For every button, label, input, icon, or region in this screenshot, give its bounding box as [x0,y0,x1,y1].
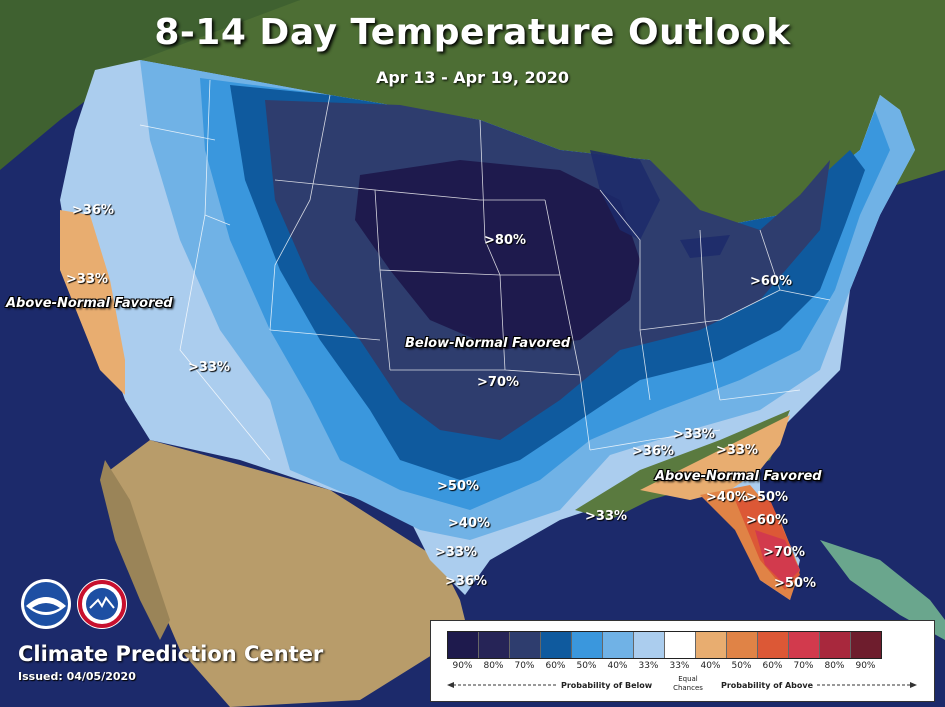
prob-label-west-33: >33% [66,272,109,287]
legend: 90% 80% 70% 60% 50% 40% 33% 33% 40% 50% … [430,620,935,702]
nws-logo-icon [76,578,128,630]
prob-label-fl-40: >40% [706,490,749,505]
prob-label-west-36: >36% [72,203,115,218]
legend-swatch [758,632,789,658]
legend-swatch [820,632,851,658]
mexico-land [110,440,470,707]
prob-label-gulf-33: >33% [585,509,628,524]
prob-label-s-36: >36% [445,574,488,589]
fl-70 [755,530,800,585]
legend-equal-caption: Equal Chances [673,675,703,692]
prob-label-s-40: >40% [448,516,491,531]
prob-label-fl-60: >60% [746,513,789,528]
legend-swatch [479,632,510,658]
legend-tick: 70% [793,661,814,671]
legend-tick: 80% [824,661,845,671]
legend-above-caption: Probability of Above [721,681,814,690]
legend-swatch [851,632,881,658]
great-lakes [590,150,730,258]
legend-tick: 40% [700,661,721,671]
legend-tick: 90% [855,661,876,671]
legend-tick: 90% [452,661,473,671]
prob-label-ne-60: >60% [750,274,793,289]
prob-label-sw-33: >33% [188,360,231,375]
legend-tick: 80% [483,661,504,671]
prob-label-mid-70: >70% [477,375,520,390]
legend-swatch [696,632,727,658]
legend-arrows [447,682,917,688]
legend-tick: 33% [638,661,659,671]
legend-swatch [572,632,603,658]
legend-swatch [510,632,541,658]
prob-label-fl-50b: >50% [774,576,817,591]
legend-tick: 50% [731,661,752,671]
prob-label-se-33a: >33% [673,427,716,442]
page-title: 8-14 Day Temperature Outlook [154,12,791,53]
legend-tick: 60% [762,661,783,671]
prob-label-se-33b: >33% [716,443,759,458]
band-80 [355,160,640,350]
legend-bar [447,631,882,659]
prob-label-mid-80: >80% [484,233,527,248]
canada-land [90,0,945,230]
date-range: Apr 13 - Apr 19, 2020 [375,68,570,87]
legend-swatch [541,632,572,658]
legend-tick: 33% [669,661,690,671]
legend-swatch [634,632,665,658]
noaa-logo-icon [20,578,72,630]
legend-tick: 70% [514,661,535,671]
above-normal-west: Above-Normal Favored [6,296,173,311]
prob-label-se-36: >36% [632,444,675,459]
se-above-33 [575,410,790,520]
state-lines [139,79,831,461]
west-above [60,210,125,395]
se-above-40 [640,415,790,500]
legend-swatch [789,632,820,658]
legend-tick: 50% [576,661,597,671]
baja-land [100,460,170,640]
prob-label-s-33: >33% [435,545,478,560]
legend-swatch [448,632,479,658]
below-normal-label: Below-Normal Favored [405,336,571,351]
above-normal-se: Above-Normal Favored [655,469,822,484]
caribbean-land [820,540,945,640]
legend-swatch [665,632,696,658]
prob-label-s-50: >50% [437,479,480,494]
issued-date: Issued: 04/05/2020 [18,670,136,683]
legend-swatch [727,632,758,658]
org-name: Climate Prediction Center [18,642,324,666]
prob-label-fl-50: >50% [746,490,789,505]
legend-tick: 40% [607,661,628,671]
greenery-land [0,0,300,170]
legend-ticks: 90% 80% 70% 60% 50% 40% 33% 33% 40% 50% … [447,661,881,671]
prob-label-fl-70: >70% [763,545,806,560]
legend-tick: 60% [545,661,566,671]
legend-below-caption: Probability of Below [561,681,653,690]
legend-swatch [603,632,634,658]
